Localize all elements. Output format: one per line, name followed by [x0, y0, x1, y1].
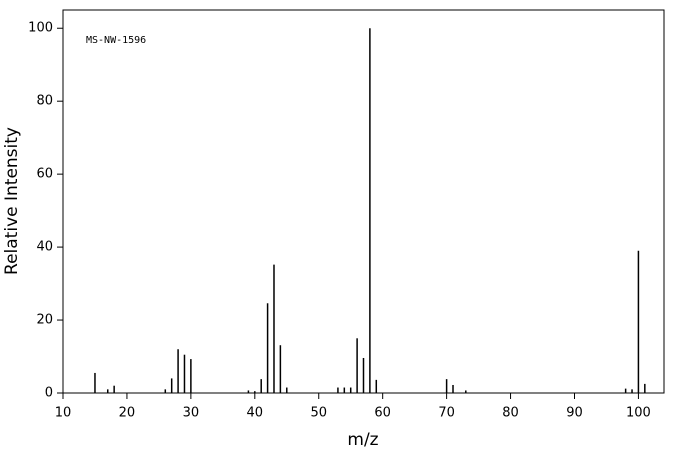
y-tick-label: 40 [36, 240, 53, 255]
x-tick-label: 80 [502, 406, 519, 421]
y-tick-label: 60 [36, 167, 53, 182]
x-tick-label: 20 [119, 406, 136, 421]
y-tick-label: 100 [28, 21, 53, 36]
y-tick-label: 80 [36, 94, 53, 109]
x-tick-label: 10 [55, 406, 72, 421]
annotation: MS-NW-1596 [86, 35, 146, 46]
x-tick-label: 40 [247, 406, 264, 421]
y-tick-label: 0 [45, 386, 53, 401]
y-tick-label: 20 [36, 313, 53, 328]
x-tick-label: 30 [183, 406, 200, 421]
x-tick-label: 70 [438, 406, 455, 421]
x-tick-label: 50 [310, 406, 327, 421]
x-tick-label: 60 [374, 406, 391, 421]
plot-frame [62, 9, 665, 394]
x-axis-label: m/z [347, 430, 378, 450]
x-tick-label: 100 [626, 406, 651, 421]
x-tick-label: 90 [566, 406, 583, 421]
y-axis-label: Relative Intensity [2, 127, 22, 275]
